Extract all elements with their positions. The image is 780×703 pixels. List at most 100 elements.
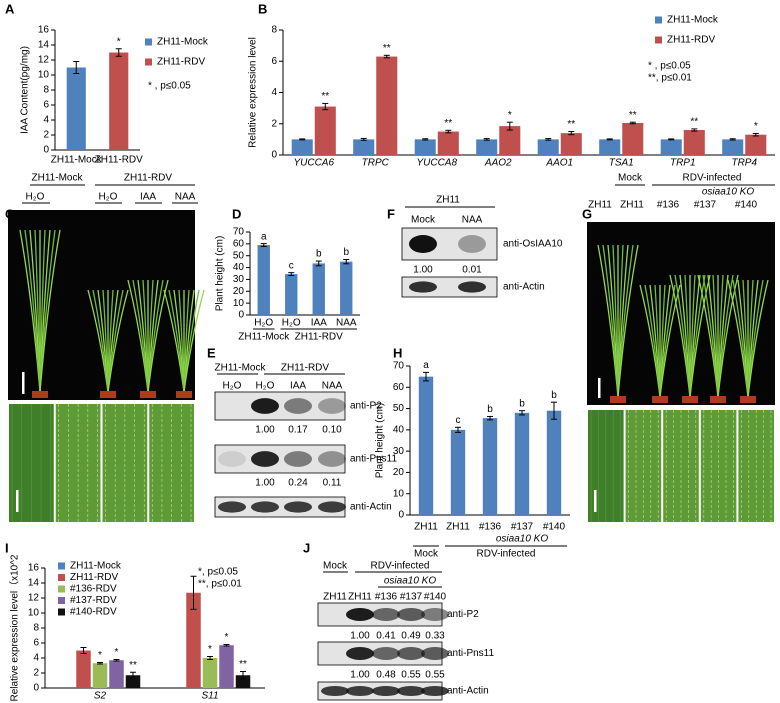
legend-swatch	[655, 36, 662, 44]
error-bar	[455, 426, 461, 433]
y-tick-label: 30	[233, 274, 245, 285]
panel-letter: D	[232, 206, 241, 221]
y-tick-label: 50	[233, 250, 245, 261]
blot-band	[318, 451, 346, 467]
group-label: RDV-infected	[371, 561, 430, 572]
error-bar	[80, 647, 87, 654]
plant-leaf	[107, 289, 129, 393]
y-tick-label: 60	[233, 238, 245, 249]
bar	[66, 67, 86, 150]
lane-label: NAA	[322, 381, 343, 392]
y-tick-label: 6	[33, 638, 39, 649]
y-tick-label: 12	[28, 593, 40, 604]
legend-label: #137-RDV	[70, 595, 117, 606]
lane-label: IAA	[140, 192, 156, 203]
pot	[682, 396, 698, 403]
lane-label: #136	[657, 200, 680, 211]
error-bar	[422, 138, 429, 141]
group-label: ZH11	[436, 195, 460, 206]
quantification: 1.00	[255, 425, 275, 436]
plant-leaf	[659, 284, 681, 398]
bar	[499, 126, 521, 155]
pot	[740, 396, 756, 403]
y-tick-label: 10	[393, 488, 405, 499]
bar	[314, 106, 336, 155]
bar	[546, 410, 562, 515]
bar	[219, 645, 234, 688]
group-label: Mock	[323, 561, 348, 572]
blot-label: anti-P2	[350, 401, 382, 412]
blot	[214, 391, 346, 421]
error-bar	[207, 656, 213, 660]
pot	[610, 396, 626, 403]
x-tick-label: YUCCA6	[293, 158, 334, 169]
plant-leaf	[747, 279, 769, 398]
quantification: 0.55	[425, 670, 445, 681]
significance-mark: *	[117, 36, 121, 47]
error-bar	[223, 644, 230, 647]
bar	[353, 139, 375, 155]
group-label: ZH11-RDV	[124, 173, 172, 184]
quantification: 0.41	[376, 631, 396, 642]
lane-label: ZH11	[620, 200, 644, 211]
group-label: ZH11-Mock	[238, 332, 290, 343]
error-bar	[322, 102, 329, 111]
error-bar	[729, 138, 736, 141]
legend-label: ZH11-Mock	[157, 37, 209, 48]
bar	[76, 650, 91, 688]
bar	[450, 429, 466, 515]
blot-band	[284, 398, 312, 414]
blot-label: anti-OsIAA10	[503, 239, 563, 250]
lane-label: H₂O	[99, 192, 118, 203]
plant-leaf	[183, 289, 205, 393]
group-label: RDV-infected	[683, 173, 742, 184]
error-bar	[483, 138, 490, 141]
legend-label: ZH11-RDV	[157, 57, 205, 68]
bar	[257, 245, 270, 315]
x-tick-label: S11	[201, 691, 218, 702]
quantification: 0.01	[462, 265, 482, 276]
bar	[418, 376, 434, 515]
note: * , p≤0.05	[648, 61, 691, 72]
pot	[32, 391, 48, 398]
legend-swatch	[58, 585, 65, 593]
quantification: 0.33	[425, 631, 445, 642]
bar	[476, 139, 498, 155]
significance-mark: **	[629, 110, 637, 121]
blot-label: anti-Pns11	[447, 648, 495, 659]
bar	[683, 130, 705, 155]
legend-label: #136-RDV	[70, 584, 117, 595]
y-tick-label: 30	[393, 446, 405, 457]
legend-swatch	[58, 597, 65, 604]
significance-mark: **	[567, 119, 575, 130]
y-tick-label: 60	[393, 382, 405, 393]
lane-label: H₂O	[223, 381, 242, 392]
legend-label: ZH11-Mock	[667, 15, 719, 26]
y-tick-label: 20	[393, 467, 405, 478]
y-tick-label: 10	[28, 608, 40, 619]
bar	[722, 139, 744, 155]
panel-letter: B	[258, 1, 267, 16]
y-tick-label: 0	[238, 310, 244, 321]
y-tick-label: 50	[393, 403, 405, 414]
legend-label: ZH11-RDV	[667, 35, 715, 46]
error-bar	[299, 138, 306, 141]
legend-swatch	[58, 574, 65, 581]
lane-label: #140	[424, 592, 447, 603]
bar	[125, 675, 141, 688]
plant-leaf	[617, 244, 639, 398]
x-tick-label: ZH11-Mock	[51, 155, 103, 166]
scale-bar	[16, 490, 19, 512]
plant-leaf	[717, 274, 739, 398]
leaf-photo	[149, 404, 194, 522]
error-bar	[288, 272, 295, 277]
x-tick-label: TRPC	[362, 158, 390, 169]
blot-band	[284, 451, 312, 467]
bar	[109, 660, 124, 688]
y-tick-label: 14	[28, 578, 40, 589]
blot-band	[284, 501, 312, 513]
error-bar	[752, 132, 759, 137]
x-tick-label: NAA	[336, 318, 357, 329]
y-axis-label: Plant height (cm)	[215, 236, 226, 312]
blot-band	[397, 608, 425, 621]
